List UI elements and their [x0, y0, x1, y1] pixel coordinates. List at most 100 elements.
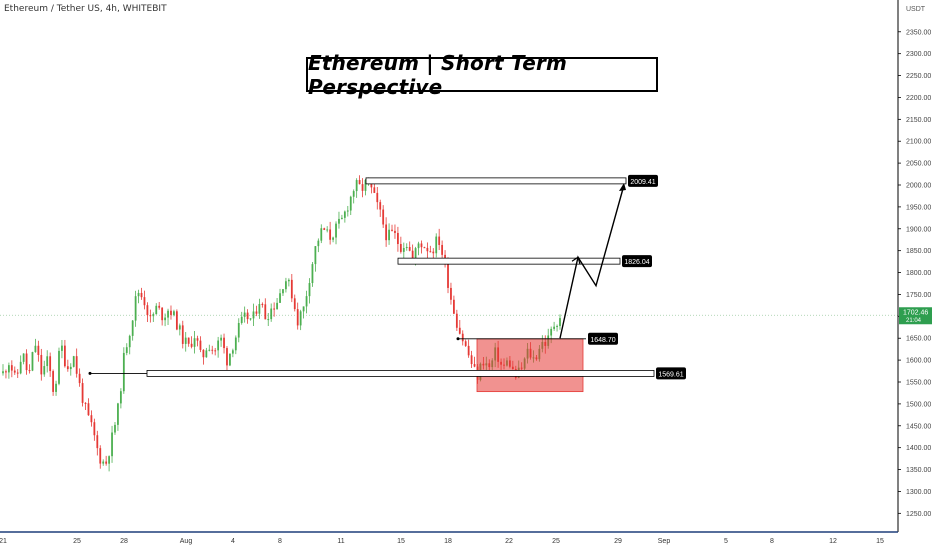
- level-tag: [628, 174, 658, 187]
- candle-body: [550, 328, 553, 336]
- candle-body: [559, 318, 561, 327]
- candle-body: [473, 364, 476, 367]
- candle-body: [208, 349, 211, 351]
- candle-body: [258, 303, 261, 314]
- candles: [2, 175, 561, 472]
- y-tick-label: 2250.00: [906, 73, 931, 80]
- candle-body: [273, 308, 276, 310]
- x-tick-label: Aug: [180, 538, 193, 545]
- candle-body: [173, 311, 175, 315]
- candle-body: [438, 236, 441, 245]
- candle-body: [37, 345, 40, 355]
- candle-body: [149, 315, 152, 317]
- candle-body: [326, 229, 329, 231]
- candle-body: [237, 323, 240, 338]
- candle-body: [426, 247, 429, 252]
- candle-body: [58, 350, 60, 384]
- candle-body: [455, 313, 458, 328]
- candle-body: [84, 402, 87, 404]
- candle-body: [66, 366, 69, 370]
- candle-body: [320, 228, 323, 241]
- candle-body: [231, 350, 234, 354]
- candle-body: [279, 293, 281, 303]
- candle-body: [25, 353, 28, 371]
- candle-body: [293, 298, 296, 310]
- candle-body: [553, 326, 556, 329]
- time-axis-bg: [0, 532, 932, 550]
- candle-body: [69, 366, 72, 370]
- candle-body: [178, 325, 181, 330]
- candle-body: [43, 366, 46, 375]
- candle-body: [146, 305, 149, 316]
- countdown-label: 21:04: [906, 318, 922, 324]
- candle-body: [385, 224, 388, 241]
- candle-body: [7, 365, 10, 373]
- y-tick-label: 1550.00: [906, 380, 931, 387]
- candle-body: [435, 236, 438, 254]
- x-tick-label: 8: [770, 538, 774, 545]
- candle-body: [117, 403, 119, 425]
- y-tick-label: 2000.00: [906, 183, 931, 190]
- candle-body: [408, 247, 411, 251]
- candle-body: [158, 305, 161, 308]
- candle-body: [125, 347, 128, 353]
- candle-body: [13, 370, 16, 373]
- candle-body: [90, 415, 93, 423]
- x-tick-label: 28: [120, 538, 128, 545]
- candle-body: [87, 403, 90, 416]
- y-tick-label: 2100.00: [906, 139, 931, 146]
- level-label: 1648.70: [590, 337, 615, 344]
- candle-body: [137, 292, 140, 297]
- y-tick-label: 1900.00: [906, 226, 931, 233]
- candle-body: [211, 349, 214, 351]
- y-tick-label: 1450.00: [906, 423, 931, 430]
- level-box: [365, 177, 627, 185]
- projection-mid-arrow: [571, 256, 581, 265]
- candle-body: [299, 311, 302, 326]
- y-tick-label: 2350.00: [906, 29, 931, 36]
- candle-body: [99, 448, 102, 464]
- candle-body: [335, 223, 337, 238]
- candle-body: [270, 308, 273, 320]
- x-tick-label: 5: [724, 538, 728, 545]
- candle-body: [229, 353, 231, 366]
- candle-body: [16, 372, 19, 374]
- candle-body: [414, 248, 417, 259]
- candle-body: [205, 350, 208, 358]
- y-tick-label: 1600.00: [906, 358, 931, 365]
- candle-body: [202, 349, 205, 358]
- candle-body: [450, 287, 452, 300]
- candle-body: [338, 218, 340, 224]
- candle-body: [234, 337, 237, 351]
- candle-body: [102, 461, 105, 464]
- y-tick-label: 1300.00: [906, 489, 931, 496]
- x-tick-label: Sep: [658, 538, 671, 545]
- candle-body: [388, 229, 390, 241]
- candle-body: [31, 352, 34, 371]
- candle-body: [93, 422, 96, 436]
- current-price-tag: [899, 307, 932, 325]
- candle-body: [161, 307, 164, 321]
- candle-body: [249, 318, 252, 320]
- x-tick-label: 11: [337, 538, 344, 545]
- candle-body: [261, 303, 264, 305]
- candle-body: [391, 229, 393, 231]
- candle-body: [349, 196, 352, 211]
- candle-body: [152, 314, 155, 317]
- level-box: [397, 257, 621, 265]
- level-anchor: [456, 337, 460, 341]
- candle-body: [264, 304, 267, 320]
- candle-body: [358, 180, 361, 185]
- candle-body: [470, 355, 473, 365]
- candle-body: [28, 370, 31, 372]
- candle-body: [49, 356, 52, 372]
- candle-body: [267, 319, 270, 321]
- candle-body: [2, 371, 4, 374]
- candle-body: [78, 373, 81, 384]
- candle-body: [361, 184, 364, 191]
- candle-body: [346, 210, 349, 212]
- candle-body: [167, 310, 169, 318]
- price-axis-bg: [898, 0, 932, 550]
- candle-body: [556, 326, 558, 328]
- candle-body: [217, 340, 220, 351]
